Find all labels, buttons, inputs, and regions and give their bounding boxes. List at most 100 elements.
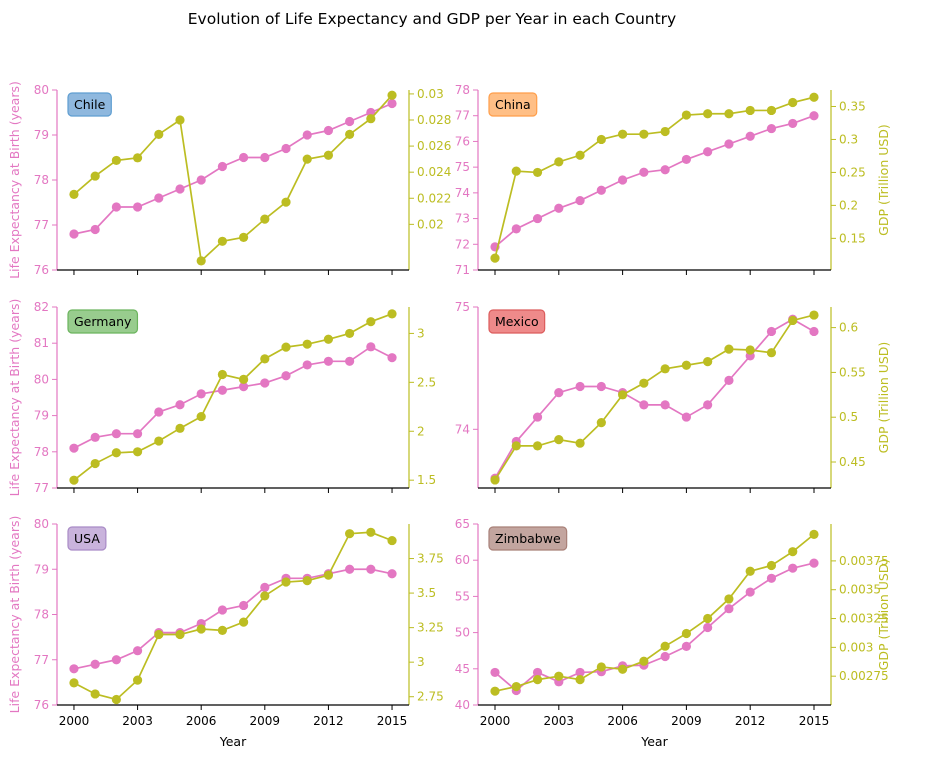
gdp-point — [596, 417, 606, 428]
life-expectancy-point — [575, 195, 585, 206]
right-tick-label: 0.02 — [417, 217, 444, 231]
gdp-point — [745, 566, 755, 576]
gdp-point — [366, 527, 376, 537]
gdp-point — [788, 97, 798, 108]
life-expectancy-point — [111, 429, 121, 439]
panel-china: 71 72 73 74 75 76 77 78 0.15 0.2 0.25 0.3 0.35 GDP (T… — [455, 83, 891, 277]
life-expectancy-point — [554, 388, 564, 398]
gdp-point — [90, 171, 100, 181]
life-expectancy-point — [766, 326, 777, 337]
gdp-point — [196, 411, 206, 422]
life-expectancy-point — [809, 111, 819, 121]
country-badge — [67, 92, 112, 117]
life-expectancy-line — [494, 114, 815, 248]
x-tick-label: 2000 — [480, 714, 511, 728]
life-expectancy-point — [281, 371, 291, 381]
life-expectancy-point — [217, 605, 227, 615]
right-tick-label: 3.25 — [417, 621, 444, 635]
gdp-point — [175, 629, 185, 640]
left-tick-label: 71 — [455, 263, 470, 277]
gdp-point — [681, 360, 691, 370]
country-label: China — [495, 97, 531, 112]
life-expectancy-point — [260, 378, 270, 388]
gdp-point — [196, 256, 206, 266]
x-tick-label: 2000 — [59, 714, 90, 728]
life-expectancy-series — [490, 314, 819, 483]
gdp-point — [132, 675, 143, 685]
gdp-point — [532, 441, 543, 451]
left-tick-label: 72 — [455, 237, 470, 251]
country-label: Zimbabwe — [495, 531, 561, 546]
life-expectancy-point — [681, 641, 691, 651]
x-tick-label: 2006 — [607, 714, 638, 728]
chart-panels: 76 77 78 79 80 0.02 0.022 0.024 0.026 0.028 0.03 Li… — [7, 81, 891, 749]
left-tick-label: 74 — [455, 186, 470, 200]
life-expectancy-point — [111, 202, 121, 212]
gdp-point — [681, 628, 691, 639]
gdp-point — [366, 114, 376, 124]
life-expectancy-point — [302, 360, 312, 370]
gdp-series — [490, 310, 819, 485]
right-tick-label: 0.0035 — [839, 583, 881, 597]
panel-usa: 76 77 78 79 80 2.75 3 3.25 3.5 3.75 2000 2003 2006 20… — [7, 516, 444, 749]
right-tick-label: 3.75 — [417, 552, 444, 566]
life-expectancy-point — [745, 131, 755, 141]
life-expectancy-point — [766, 123, 777, 134]
right-tick-label: 0.35 — [839, 99, 866, 113]
left-tick-label: 74 — [455, 422, 470, 436]
gdp-point — [217, 625, 227, 635]
gdp-point — [703, 109, 713, 119]
y-axis-label-left: Life Expectancy at Birth (years) — [7, 516, 22, 714]
life-expectancy-point — [69, 664, 79, 674]
country-label: Mexico — [495, 314, 539, 329]
right-tick-label: 1.5 — [417, 473, 436, 487]
y-axis-label-right: GDP (Trillion USD) — [876, 124, 891, 236]
gdp-point — [132, 447, 143, 457]
life-expectancy-line — [494, 562, 815, 692]
gdp-point — [766, 560, 777, 571]
life-expectancy-point — [639, 400, 649, 410]
x-tick-label: 2003 — [544, 714, 575, 728]
right-tick-label: 0.00375 — [839, 554, 889, 568]
life-expectancy-point — [217, 161, 227, 172]
gdp-point — [639, 656, 649, 666]
gdp-point — [532, 167, 543, 178]
life-expectancy-point — [345, 116, 355, 127]
life-expectancy-point — [788, 118, 798, 129]
life-expectancy-point — [575, 381, 585, 392]
left-tick-label: 79 — [34, 409, 49, 423]
y-axis-label-left: Life Expectancy at Birth (years) — [7, 299, 22, 497]
gdp-point — [260, 214, 270, 224]
panel-zimbabwe: 40 45 50 55 60 65 0.00275 0.003 0.00325 0.0035 0.0… — [455, 517, 891, 749]
country-label: Germany — [74, 314, 132, 329]
life-expectancy-point — [132, 202, 143, 212]
left-tick-label: 50 — [455, 626, 470, 640]
right-tick-label: 0.00275 — [839, 669, 889, 683]
left-tick-label: 81 — [34, 336, 49, 350]
panel-mexico: 74 75 0.45 0.5 0.55 0.6 GDP (Trillion USD) Mexi… — [455, 300, 891, 493]
gdp-point — [323, 570, 334, 580]
left-tick-label: 76 — [34, 698, 49, 712]
gdp-point — [217, 369, 227, 380]
left-tick-label: 82 — [34, 300, 49, 314]
gdp-line — [73, 313, 393, 481]
life-expectancy-line — [73, 568, 393, 670]
gdp-point — [788, 547, 798, 557]
right-tick-label: 0.25 — [839, 165, 866, 179]
gdp-point — [69, 678, 79, 688]
gdp-point — [239, 232, 249, 242]
gdp-line — [494, 96, 815, 259]
life-expectancy-point — [387, 353, 397, 363]
life-expectancy-point — [366, 564, 376, 574]
gdp-series — [490, 92, 819, 263]
gdp-point — [154, 436, 164, 446]
life-expectancy-point — [554, 203, 564, 213]
country-badge — [488, 309, 546, 334]
gdp-point — [239, 374, 249, 384]
life-expectancy-series — [69, 342, 397, 453]
gdp-line — [494, 533, 815, 692]
x-axis-label: Year — [640, 734, 668, 749]
x-tick-label: 2012 — [313, 714, 344, 728]
gdp-point — [745, 345, 755, 355]
